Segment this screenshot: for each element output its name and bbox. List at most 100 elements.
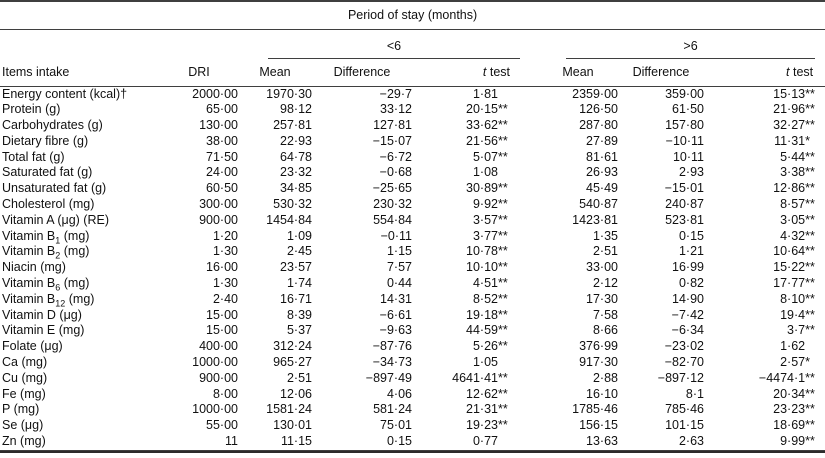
lt6-difference-value: −29·7 (379, 86, 412, 101)
table-row: Fe (mg) 8·00 12·06 4·06 12·62** 16·10 8·1 20·34… (0, 387, 825, 403)
item-label: Total fat (g) (2, 149, 65, 164)
lt6-ttest-value: 44·59** (466, 323, 508, 338)
group-spacer-left (0, 29, 238, 59)
gt6-mean-value: 2·51 (592, 244, 618, 259)
gt6-mean-value: 13·63 (586, 434, 618, 449)
lt6-mean-value: 1·74 (286, 276, 312, 291)
gt6-difference-value: 2·93 (678, 165, 704, 180)
gt6-difference-value: 1·21 (678, 244, 704, 259)
lt6-mean-value: 130·01 (273, 418, 312, 433)
gt6-difference-value: 16·99 (672, 260, 704, 275)
item-label: Zn (mg) (2, 434, 46, 449)
lt6-mean-value: 1581·24 (266, 402, 312, 417)
dri-value: 38·00 (206, 133, 238, 148)
ttest-t-label: t (786, 65, 790, 80)
lt6-mean-value: 16·71 (280, 291, 312, 306)
lt6-ttest-value: 1·08 (472, 165, 498, 180)
group-gt6-label: >6 (566, 39, 816, 59)
ttest-t-label: t (482, 65, 487, 80)
lt6-ttest-value: 10·10** (466, 260, 508, 275)
lt6-mean-value: 1454·84 (266, 212, 312, 227)
lt6-ttest-value: 4·51** (472, 276, 508, 291)
gt6-difference-value: 8·1 (685, 386, 704, 401)
gt6-mean-value: 81·61 (586, 149, 618, 164)
col-dri: DRI (160, 59, 238, 87)
gt6-difference-value: −7·42 (671, 307, 704, 322)
item-label: Fe (mg) (2, 386, 46, 401)
gt6-ttest-value: 32·27** (773, 118, 815, 133)
lt6-difference-value: 4·06 (386, 386, 412, 401)
table-row: Vitamin B1 (mg) 1·20 1·09 −0·11 3·77** 1·35 0·… (0, 229, 825, 245)
dri-value: 1000·00 (192, 355, 238, 370)
gt6-ttest-value: 18·69** (773, 418, 815, 433)
gt6-ttest-value: 3·38** (780, 165, 815, 180)
lt6-difference-value: 14·31 (380, 291, 412, 306)
item-label: Dietary fibre (g) (2, 133, 89, 148)
dri-value: 11 (225, 434, 238, 449)
gt6-mean-value: 540·87 (579, 197, 618, 212)
lt6-mean-value: 23·32 (280, 165, 312, 180)
col-lt6-mean: Mean (238, 59, 312, 87)
lt6-mean-value: 8·39 (286, 307, 312, 322)
gt6-ttest-value: 3·7** (787, 323, 815, 338)
lt6-ttest-value: 19·18** (466, 307, 508, 322)
gt6-mean-value: 7·58 (592, 307, 618, 322)
lt6-difference-value: 0·44 (386, 276, 412, 291)
lt6-difference-value: −897·49 (365, 370, 412, 385)
lt6-difference-value: −6·61 (379, 307, 412, 322)
dri-value: 300·00 (199, 197, 238, 212)
dri-value: 2·40 (212, 291, 238, 306)
lt6-mean-value: 530·32 (273, 197, 312, 212)
gt6-mean-value: 376·99 (579, 339, 618, 354)
table-row: Zn (mg) 11 11·15 0·15 0·77 13·63 2·63 9·99** (0, 434, 825, 450)
item-label: Cholesterol (mg) (2, 197, 95, 212)
dri-value: 900·00 (199, 212, 238, 227)
column-gap (498, 86, 538, 102)
item-label: Carbohydrates (g) (2, 118, 103, 133)
table-row: Protein (g) 65·00 98·12 33·12 20·15** 126·50 6… (0, 102, 825, 118)
lt6-mean-value: 22·93 (280, 133, 312, 148)
lt6-difference-value: 1·15 (386, 244, 412, 259)
period-of-stay-header: Period of stay (months) (0, 1, 825, 30)
lt6-difference-value: 7·57 (386, 260, 412, 275)
gt6-ttest-value: 2·57* (780, 355, 810, 370)
gt6-difference-value: 240·87 (665, 197, 704, 212)
gt6-difference-value: 0·82 (678, 276, 704, 291)
lt6-mean-value: 98·12 (280, 102, 312, 117)
dri-value: 24·00 (206, 165, 238, 180)
dri-value: 2000·00 (192, 86, 238, 101)
lt6-mean-value: 34·85 (280, 181, 312, 196)
gt6-ttest-value: 9·99** (780, 434, 815, 449)
item-label: Saturated fat (g) (2, 165, 93, 180)
lt6-ttest-value: 21·31** (466, 402, 508, 417)
dri-value: 16·00 (206, 260, 238, 275)
table-body: Energy content (kcal)† 2000·00 1970·30 −29·… (0, 86, 825, 450)
lt6-difference-value: 33·12 (380, 102, 412, 117)
gt6-ttest-value: 10·64** (773, 244, 815, 259)
dri-value: 55·00 (206, 418, 238, 433)
lt6-mean-value: 2·51 (286, 370, 312, 385)
lt6-ttest-value: 12·62** (466, 386, 508, 401)
gt6-difference-value: −15·01 (664, 181, 704, 196)
table-row: Dietary fibre (g) 38·00 22·93 −15·07 21·56**… (0, 134, 825, 150)
dri-value: 400·00 (199, 339, 238, 354)
table-row: Unsaturated fat (g) 60·50 34·85 −25·65 30·89… (0, 181, 825, 197)
dri-value: 130·00 (199, 118, 238, 133)
table-row: Cu (mg) 900·00 2·51 −897·49 4641·41** 2·88 −89… (0, 371, 825, 387)
gt6-mean-value: 45·49 (586, 181, 618, 196)
gt6-ttest-value: 20·34** (773, 386, 815, 401)
dri-value: 1·30 (212, 244, 238, 259)
table-header: Period of stay (months) <6 >6 Items inta… (0, 1, 825, 87)
gt6-ttest-value: 3·05** (780, 212, 815, 227)
item-label: Unsaturated fat (g) (2, 181, 107, 196)
lt6-ttest-value: 0·77 (472, 434, 498, 449)
dri-value: 60·50 (206, 181, 238, 196)
gt6-difference-value: 785·46 (665, 402, 704, 417)
lt6-mean-value: 64·78 (280, 149, 312, 164)
gt6-mean-value: 17·30 (586, 291, 618, 306)
item-label: Folate (μg) (2, 339, 63, 354)
gt6-ttest-value: 11·31* (774, 133, 810, 148)
lt6-difference-value: −0·11 (380, 228, 412, 243)
gt6-ttest-value: 8·57** (780, 197, 815, 212)
